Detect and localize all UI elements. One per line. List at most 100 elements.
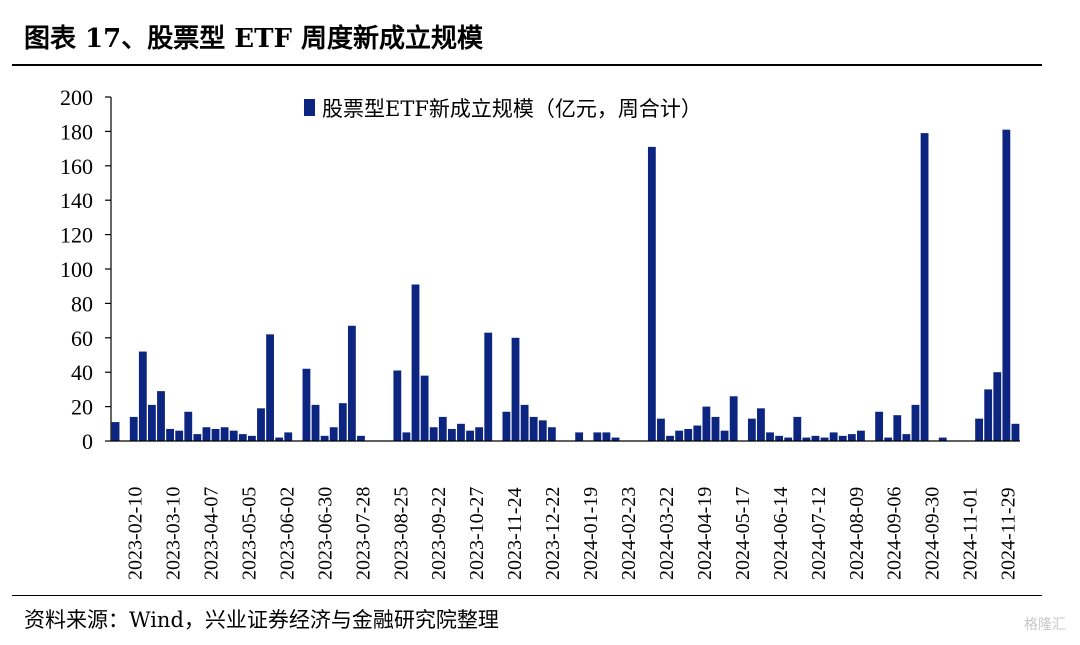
bar <box>520 404 529 441</box>
x-tick-label: 2024-09-30 <box>922 487 944 580</box>
bar <box>266 334 274 441</box>
x-tick-label: 2023-06-30 <box>314 487 336 580</box>
bar <box>347 325 356 441</box>
bar <box>902 434 911 441</box>
bar <box>838 435 847 441</box>
bar <box>475 427 484 441</box>
y-tick-label: 60 <box>71 326 93 351</box>
source-note: 资料来源：Wind，兴业证券经济与金融研究院整理 <box>24 608 499 632</box>
x-tick-label: 2023-07-28 <box>352 487 374 580</box>
x-tick-label: 2023-04-07 <box>201 487 223 580</box>
bar <box>220 427 229 441</box>
bar <box>657 418 665 441</box>
bar <box>229 430 238 441</box>
bar <box>402 432 411 441</box>
bar <box>684 428 693 441</box>
x-tick-label: 2023-02-10 <box>125 487 147 580</box>
bottom-divider <box>12 595 1042 596</box>
bar <box>111 422 120 441</box>
bar <box>647 146 656 441</box>
bar <box>1002 129 1011 441</box>
bar <box>993 372 1002 441</box>
bar <box>820 437 829 441</box>
bar <box>157 391 165 441</box>
legend-label: 股票型ETF新成立规模（亿元，周合计） <box>322 97 702 121</box>
bar <box>766 432 774 441</box>
bar <box>693 425 702 441</box>
bar <box>247 435 256 441</box>
bar <box>502 411 511 441</box>
x-tick-label: 2024-04-19 <box>694 487 716 580</box>
x-tick-label: 2023-05-05 <box>238 487 260 580</box>
x-tick-label: 2024-09-06 <box>884 487 906 580</box>
x-tick-label: 2024-06-14 <box>770 487 792 580</box>
bar <box>611 437 620 441</box>
chart-title: 图表 17、股票型 ETF 周度新成立规模 <box>24 24 483 54</box>
watermark-logo: 格隆汇 <box>1024 617 1066 633</box>
legend-swatch <box>304 99 315 116</box>
x-tick-label: 2024-05-17 <box>732 487 754 580</box>
y-tick-label: 80 <box>71 291 93 316</box>
bar <box>757 408 765 441</box>
top-divider <box>12 64 1042 66</box>
y-tick-label: 120 <box>60 223 93 248</box>
bar <box>129 416 138 441</box>
x-tick-label: 2024-07-12 <box>808 487 830 580</box>
x-tick-label: 2024-02-23 <box>618 487 640 580</box>
bar <box>457 423 465 441</box>
bar <box>793 416 802 441</box>
bar <box>511 337 520 441</box>
x-tick-label: 2023-08-25 <box>390 487 412 580</box>
bar <box>547 427 556 441</box>
bar <box>857 430 865 441</box>
bar <box>438 416 447 441</box>
legend: 股票型ETF新成立规模（亿元，周合计） <box>304 97 702 121</box>
bar <box>411 284 420 441</box>
bar <box>484 332 493 441</box>
bar-series <box>111 129 1020 441</box>
bar <box>602 432 611 441</box>
bar <box>538 420 547 441</box>
x-tick-label: 2023-09-22 <box>428 487 450 580</box>
bar <box>329 427 338 441</box>
bar <box>420 375 429 441</box>
x-tick-label: 2024-11-01 <box>960 487 982 580</box>
x-tick-label: 2024-01-19 <box>580 487 602 580</box>
bar <box>302 368 311 441</box>
bar <box>202 427 211 441</box>
x-tick-label: 2024-08-09 <box>846 487 868 580</box>
bar <box>311 404 320 441</box>
bar <box>875 411 884 441</box>
bar <box>911 404 920 441</box>
bar <box>447 428 456 441</box>
bar <box>193 434 202 441</box>
y-tick-label: 200 <box>60 85 93 110</box>
bar <box>357 435 365 441</box>
bar <box>575 432 584 441</box>
bar <box>175 430 184 441</box>
bar <box>429 427 438 441</box>
bar <box>729 396 738 441</box>
y-tick-label: 180 <box>60 119 93 144</box>
bar <box>257 408 265 441</box>
bar <box>320 435 329 441</box>
y-tick-label: 20 <box>71 395 93 420</box>
bar <box>529 416 538 441</box>
bar <box>702 406 711 441</box>
x-tick-label: 2023-10-27 <box>466 487 488 580</box>
x-tick-label: 2023-12-22 <box>542 487 564 580</box>
bar <box>675 430 684 441</box>
x-axis: 2023-02-10 2023-03-10 2023-04-07 2023-05-05… <box>111 440 1020 580</box>
bar <box>984 389 993 441</box>
bar <box>775 435 784 441</box>
bar <box>811 435 820 441</box>
x-tick-label: 2024-03-22 <box>656 487 678 580</box>
y-tick-label: 160 <box>60 154 93 179</box>
bar <box>920 133 929 441</box>
bar <box>1011 423 1020 441</box>
y-tick-label: 100 <box>60 257 93 282</box>
bar <box>211 428 220 441</box>
bar <box>847 434 856 441</box>
bar <box>166 428 174 441</box>
bar <box>666 435 674 441</box>
